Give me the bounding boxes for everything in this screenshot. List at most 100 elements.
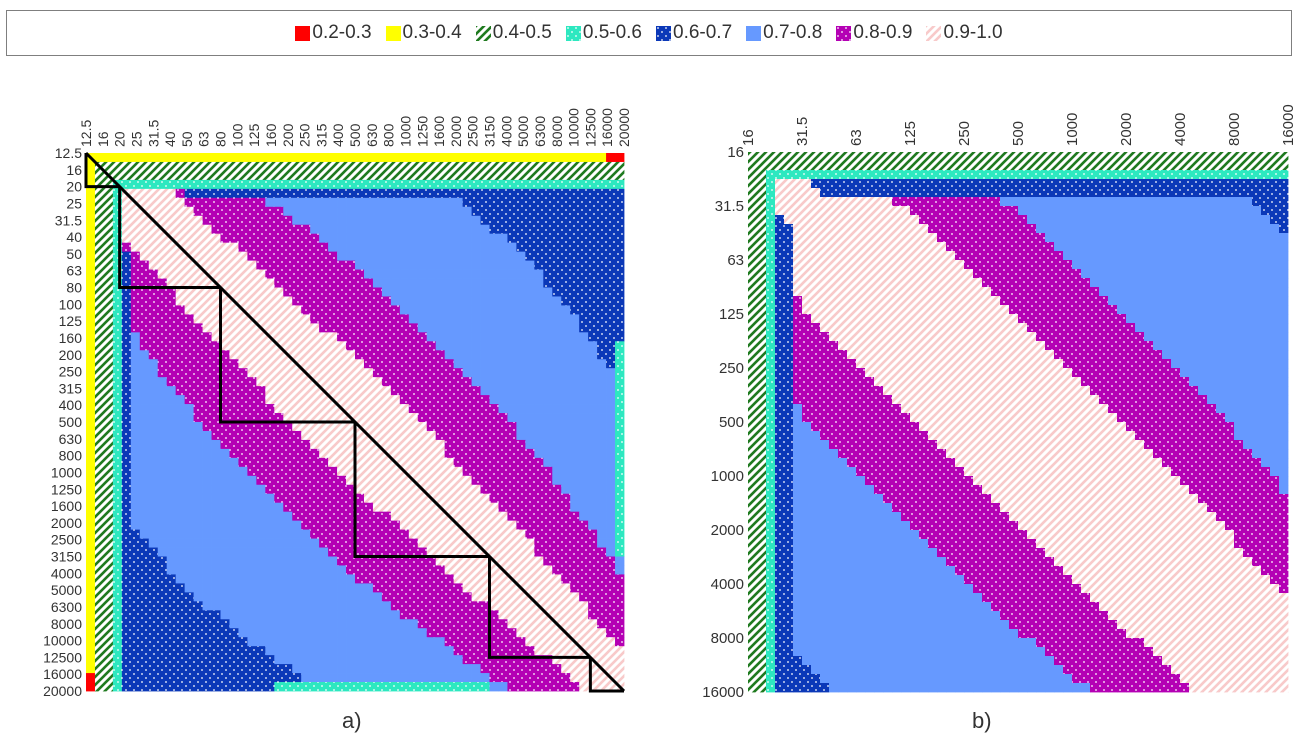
heatmap-a-cell <box>435 350 446 360</box>
heatmap-a-cell <box>435 655 446 665</box>
heatmap-a-cell <box>453 377 463 387</box>
heatmap-a-cell <box>381 395 392 405</box>
heatmap-b-cell <box>1135 170 1145 180</box>
heatmap-a-cell <box>202 610 212 620</box>
heatmap-b-cell <box>1036 170 1046 180</box>
heatmap-a-cell <box>193 305 203 315</box>
heatmap-a-cell <box>408 395 419 405</box>
heatmap-b-cell <box>1198 260 1208 270</box>
heatmap-a-cell <box>247 520 257 530</box>
heatmap-a-cell <box>220 305 230 315</box>
heatmap-b-cell <box>910 269 920 279</box>
heatmap-a-cell <box>489 511 499 522</box>
heatmap-a-cell <box>211 655 221 665</box>
heatmap-a-cell <box>426 314 437 324</box>
heatmap-a-cell <box>220 619 230 629</box>
heatmap-a-cell <box>489 296 499 306</box>
heatmap-a-cell <box>516 475 526 486</box>
heatmap-a-cell <box>103 251 114 261</box>
heatmap-a-cell <box>238 350 248 360</box>
heatmap-b-cell <box>1009 215 1019 225</box>
heatmap-a-cell <box>552 179 562 190</box>
heatmap-a-cell <box>570 188 580 199</box>
heatmap-a-cell <box>274 574 284 584</box>
heatmap-b-cell <box>874 251 884 261</box>
heatmap-a-cell <box>552 475 562 486</box>
heatmap-a-cell <box>229 619 239 629</box>
heatmap-b-cell <box>991 233 1001 243</box>
heatmap-b-cell <box>1054 242 1064 252</box>
heatmap-a-cell <box>202 664 212 674</box>
heatmap-b-cell <box>1261 296 1271 306</box>
heatmap-a-cell <box>462 413 472 423</box>
heatmap-a-cell <box>606 395 616 405</box>
heatmap-a-cell <box>328 619 338 629</box>
heatmap-b-cell <box>766 314 776 324</box>
heatmap-a-cell <box>363 493 374 504</box>
heatmap-b-cell <box>829 305 839 315</box>
heatmap-a-cell <box>543 215 553 226</box>
heatmap-a-cell <box>310 637 320 647</box>
heatmap-a-cell <box>372 574 383 584</box>
heatmap-a-cell <box>247 664 257 674</box>
heatmap-a-cell <box>426 287 437 297</box>
heatmap-a-cell <box>588 529 598 539</box>
heatmap-a-cell <box>337 170 347 181</box>
heatmap-a-cell <box>265 323 275 333</box>
heatmap-a-cell <box>265 475 275 486</box>
heatmap-b-cell <box>1090 314 1100 324</box>
heatmap-a-cell <box>498 305 508 315</box>
heatmap-a-cell <box>390 475 401 486</box>
heatmap-a-cell <box>157 170 168 181</box>
heatmap-a-cell <box>301 556 311 566</box>
heatmap-a-cell <box>426 448 437 459</box>
heatmap-a-cell <box>175 350 186 360</box>
heatmap-b-cell <box>1243 332 1253 342</box>
heatmap-a-cell <box>121 637 132 647</box>
heatmap-a-cell <box>534 368 544 378</box>
heatmap-b-cell <box>892 215 902 225</box>
heatmap-a-cell <box>534 260 544 270</box>
heatmap-a-cell <box>112 260 123 270</box>
heatmap-a-cell <box>552 484 562 495</box>
heatmap-a-cell <box>157 179 168 190</box>
heatmap-a-cell <box>363 475 374 486</box>
heatmap-a-cell <box>444 350 455 360</box>
heatmap-b-cell <box>1045 188 1055 198</box>
heatmap-a-cell <box>121 296 132 306</box>
heatmap-a-cell <box>363 395 374 405</box>
heatmap-a-cell <box>139 466 150 477</box>
heatmap-a-cell <box>121 484 132 495</box>
heatmap-a-cell <box>462 646 472 656</box>
heatmap-a-cell <box>265 224 275 235</box>
heatmap-a-cell <box>399 153 410 163</box>
heatmap-b-cell <box>1036 224 1046 234</box>
heatmap-b-cell <box>1225 242 1235 252</box>
heatmap-a-cell <box>355 475 365 486</box>
heatmap-a-cell <box>355 332 365 342</box>
heatmap-a-cell <box>399 493 410 504</box>
heatmap-a-cell <box>121 628 132 638</box>
heatmap-a-cell <box>292 350 302 360</box>
heatmap-a-cell <box>247 556 257 566</box>
heatmap-a-cell <box>130 314 141 324</box>
heatmap-a-cell <box>274 511 284 522</box>
heatmap-b-cell <box>1045 332 1055 342</box>
heatmap-a-cell <box>193 592 203 602</box>
heatmap-a-cell <box>588 574 598 584</box>
heatmap-b-cell <box>910 260 920 270</box>
heatmap-b-cell <box>874 269 884 279</box>
heatmap-a-cell <box>103 664 114 674</box>
heatmap-a-x-tick-label: 4000 <box>498 116 514 147</box>
heatmap-b-cell <box>937 215 947 225</box>
heatmap-a-cell <box>94 224 105 235</box>
heatmap-b-cell <box>1198 323 1208 333</box>
heatmap-a-cell <box>157 341 168 351</box>
heatmap-a-cell <box>534 404 544 414</box>
heatmap-b-cell <box>1279 296 1289 306</box>
heatmap-a-cell <box>417 206 428 217</box>
heatmap-a-cell <box>355 215 365 226</box>
heatmap-a-cell <box>103 538 114 548</box>
legend-label-0: 0.2-0.3 <box>312 22 372 43</box>
heatmap-a-cell <box>498 439 508 450</box>
